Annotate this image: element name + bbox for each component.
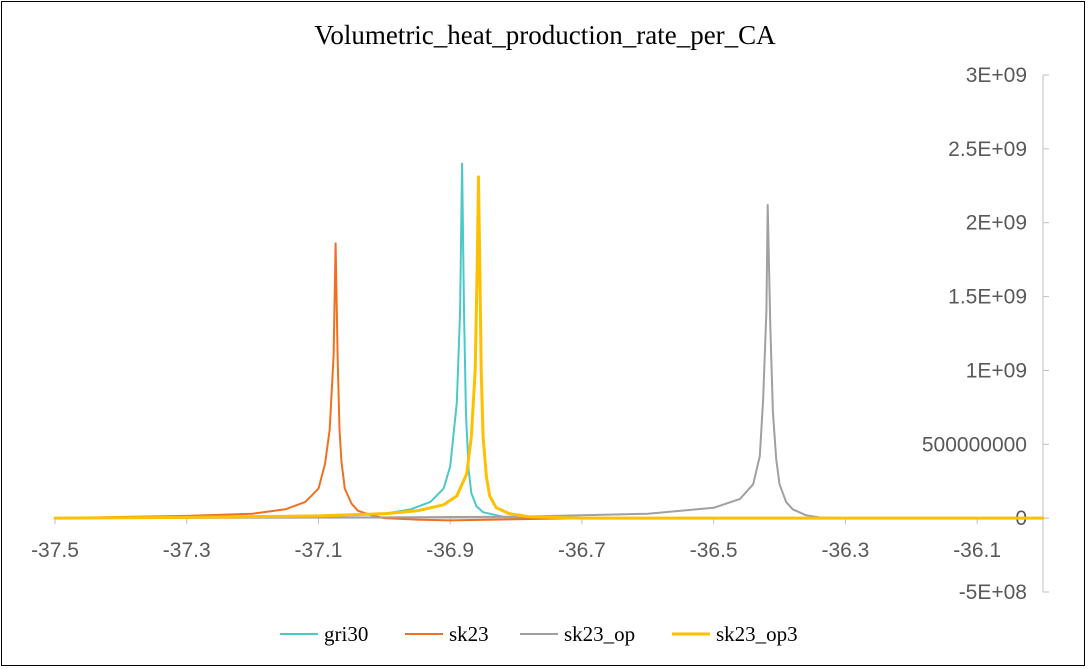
y-tick-label: 2.5E+09 — [948, 138, 1027, 161]
series-line-gri30 — [54, 162, 1044, 520]
x-tick-label: -36.1 — [953, 539, 1001, 562]
series-line-sk23-op — [54, 204, 1044, 520]
chart-title: Volumetric_heat_production_rate_per_CA — [314, 20, 776, 50]
y-tick-label: 2E+09 — [966, 212, 1027, 235]
x-tick-label: -37.5 — [31, 539, 79, 562]
y-tick-label: 3E+09 — [966, 64, 1027, 87]
legend-label-sk23-op: sk23_op — [564, 622, 635, 646]
legend: gri30 sk23 sk23_op sk23_op3 — [280, 622, 798, 646]
x-tick-label: -36.5 — [690, 539, 738, 562]
series-layer — [53, 162, 1045, 522]
legend-label-sk23: sk23 — [449, 622, 489, 646]
y-tick-label: 1E+09 — [966, 359, 1027, 382]
legend-label-sk23-op3: sk23_op3 — [716, 622, 798, 646]
y-tick-label: 500000000 — [922, 433, 1027, 456]
x-tick-label: -36.9 — [426, 539, 474, 562]
x-tick-label: -36.7 — [558, 539, 606, 562]
x-tick-label: -37.3 — [163, 539, 211, 562]
y-tick-label: -5E+08 — [959, 581, 1027, 604]
x-tick-label: -37.1 — [295, 539, 343, 562]
series-line-sk23-op3 — [53, 175, 1045, 520]
axes: 3E+092.5E+092E+091.5E+091E+095000000000-… — [31, 64, 1049, 604]
x-tick-label: -36.3 — [821, 539, 869, 562]
series-line-sk23 — [54, 242, 1044, 522]
legend-label-gri30: gri30 — [324, 622, 368, 646]
y-tick-label: 1.5E+09 — [948, 286, 1027, 309]
